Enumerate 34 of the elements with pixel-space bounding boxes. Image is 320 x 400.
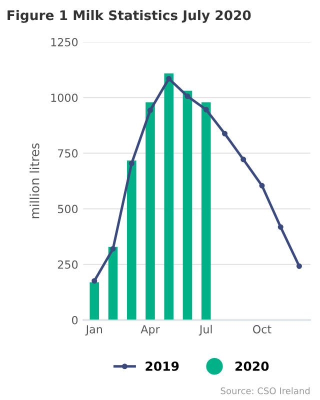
y-tick-label: 750 <box>58 149 78 158</box>
legend-label: 2019 <box>146 361 179 371</box>
bar <box>90 282 100 320</box>
x-tick-label: Oct <box>253 325 272 334</box>
y-axis-title: million litres <box>30 143 40 218</box>
bar <box>108 246 118 320</box>
y-tick-label: 1250 <box>51 38 78 46</box>
y-tick-label: 1000 <box>51 94 78 102</box>
bar <box>164 73 174 320</box>
legend-label: 2020 <box>235 361 269 371</box>
bar <box>146 102 155 320</box>
source-note: Source: CSO Ireland <box>220 387 310 394</box>
x-tick-label: Jul <box>198 324 212 336</box>
point <box>203 106 209 112</box>
point <box>147 108 154 114</box>
point <box>128 160 134 166</box>
bar <box>182 90 192 320</box>
y-tick-label: 250 <box>58 260 78 269</box>
point <box>110 246 116 252</box>
point <box>259 182 265 188</box>
y-tick-label: 500 <box>58 204 78 214</box>
point <box>296 263 302 269</box>
point <box>240 156 246 162</box>
chart-title: Figure 1 Milk Statistics July 2020 <box>8 10 251 23</box>
x-tick-label: Jan <box>85 325 102 336</box>
point <box>166 76 172 82</box>
point <box>184 93 190 100</box>
y-tick-label: 0 <box>72 316 78 324</box>
point <box>92 278 98 284</box>
x-tick-label: Apr <box>140 325 160 336</box>
bar <box>201 102 211 320</box>
point <box>278 224 284 230</box>
point <box>222 130 228 136</box>
bar <box>126 160 136 320</box>
